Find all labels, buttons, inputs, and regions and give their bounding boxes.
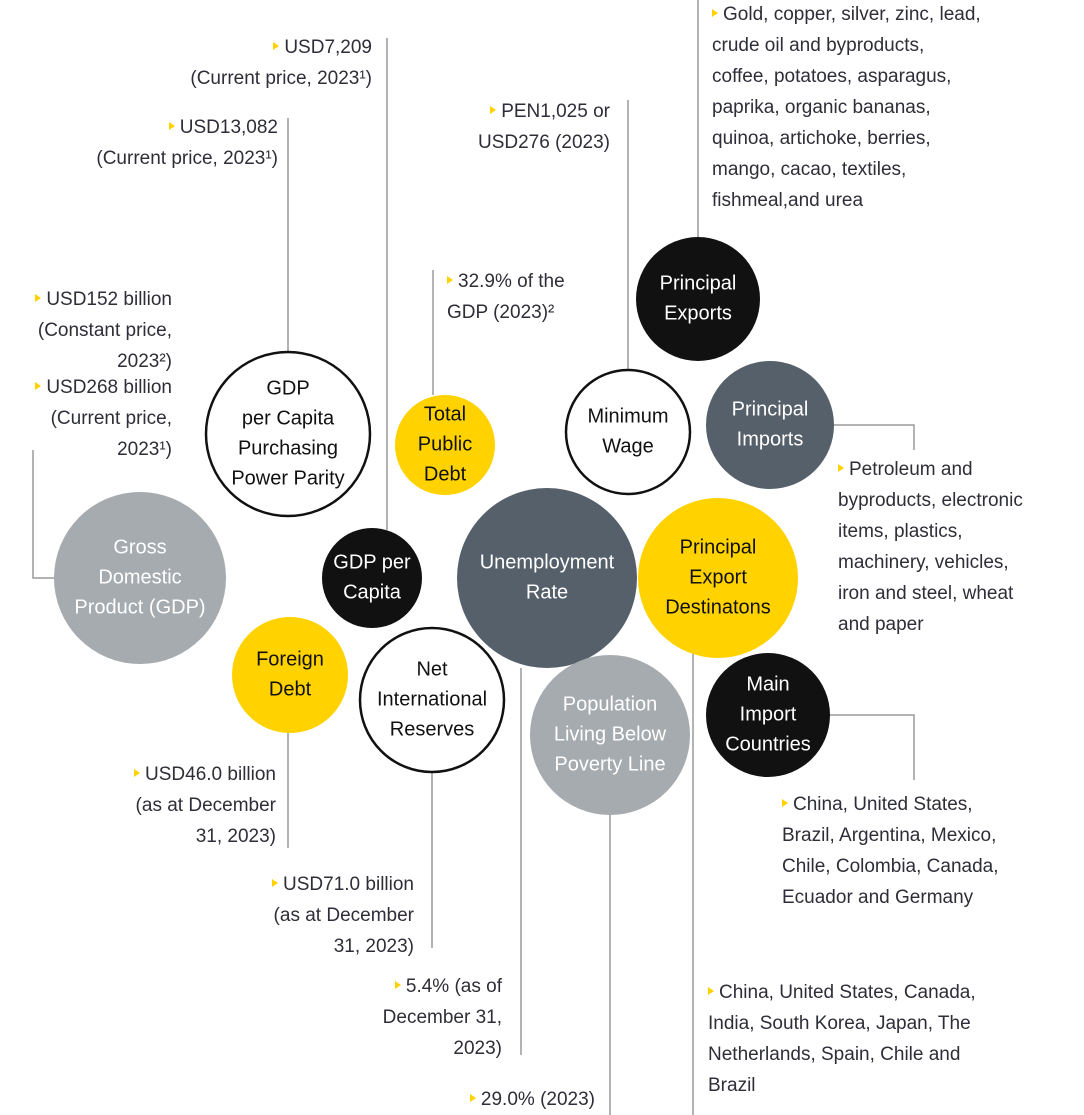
- node-label: Main: [746, 673, 789, 695]
- node-label: Countries: [725, 733, 811, 755]
- note-line: 2023): [453, 1038, 502, 1059]
- node-label: Principal: [732, 398, 809, 420]
- note-line: 2023²): [117, 351, 172, 372]
- note-line: paprika, organic bananas,: [712, 97, 931, 118]
- node-label: Destinatons: [665, 596, 771, 618]
- node-label: Total: [424, 403, 466, 425]
- note-line: 29.0% (2023): [470, 1085, 595, 1115]
- node-circle: [358, 626, 506, 774]
- note-line: Gold, copper, silver, zinc, lead,: [712, 0, 981, 30]
- node-label: Principal: [680, 536, 757, 558]
- note-line: China, United States,: [782, 790, 973, 820]
- note-line: 2023¹): [117, 439, 172, 460]
- note-line: USD71.0 billion: [272, 870, 414, 900]
- node-label: Product (GDP): [74, 596, 205, 618]
- note-line: December 31,: [382, 1007, 502, 1028]
- node-label: Living Below: [554, 723, 667, 745]
- node-label: Gross: [113, 536, 166, 558]
- note-line: USD152 billion: [35, 285, 172, 315]
- node-label: Purchasing: [238, 437, 338, 459]
- node-circle: [322, 528, 422, 628]
- node-label: Imports: [737, 428, 804, 450]
- note-line: 5.4% (as of: [395, 972, 502, 1002]
- note-line: Brazil, Argentina, Mexico,: [782, 825, 997, 846]
- node-circle: [564, 368, 692, 496]
- connector-line: [834, 424, 915, 450]
- note-line: USD13,082: [169, 113, 278, 143]
- note-line: Brazil: [708, 1075, 756, 1096]
- node-label: Net: [416, 658, 448, 680]
- node-label: Poverty Line: [554, 753, 665, 775]
- node-label: Rate: [526, 581, 568, 603]
- note-line: (Current price, 2023¹): [190, 68, 372, 89]
- node-label: Capita: [343, 581, 402, 603]
- note-line: USD7,209: [273, 33, 372, 63]
- node-label: GDP: [266, 377, 309, 399]
- note-line: items, plastics,: [838, 521, 963, 542]
- note-line: and paper: [838, 614, 924, 635]
- note-line: USD268 billion: [35, 373, 172, 403]
- node-label: Population: [563, 693, 658, 715]
- node-circle: [636, 237, 760, 361]
- node-label: Public: [418, 433, 472, 455]
- note-line: coffee, potatoes, asparagus,: [712, 66, 952, 87]
- note-line: (as at December: [135, 795, 276, 816]
- node-circle: [232, 617, 348, 733]
- note-line: iron and steel, wheat: [838, 583, 1014, 604]
- node-label: Power Parity: [231, 467, 344, 489]
- connector-line: [32, 450, 55, 579]
- node-label: Principal: [660, 272, 737, 294]
- note-line: machinery, vehicles,: [838, 552, 1009, 573]
- note-line: PEN1,025 or: [490, 97, 610, 127]
- node-label: Export: [689, 566, 747, 588]
- note-line: Ecuador and Germany: [782, 887, 974, 908]
- note-line: 31, 2023): [195, 826, 276, 847]
- node-circle: [638, 498, 798, 658]
- node-label: Import: [740, 703, 797, 725]
- note-line: Petroleum and: [838, 455, 973, 485]
- node-circle: [706, 653, 830, 777]
- note-line: GDP (2023)²: [447, 302, 555, 323]
- node-circle: [706, 361, 834, 489]
- note-line: (Current price, 2023¹): [96, 148, 278, 169]
- node-label: per Capita: [242, 407, 335, 429]
- note-line: India, South Korea, Japan, The: [708, 1013, 971, 1034]
- note-line: (as at December: [273, 905, 414, 926]
- note-line: 31, 2023): [333, 936, 414, 957]
- node-label: Debt: [269, 678, 312, 700]
- note-line: crude oil and byproducts,: [712, 35, 925, 56]
- node-label: Exports: [664, 302, 732, 324]
- node-label: Minimum: [587, 405, 668, 427]
- node-circle: [395, 395, 495, 495]
- note-line: mango, cacao, textiles,: [712, 159, 907, 180]
- note-line: Netherlands, Spain, Chile and: [708, 1044, 961, 1065]
- node-label: Unemployment: [480, 551, 615, 573]
- note-line: fishmeal,and urea: [712, 190, 864, 211]
- node-label: Domestic: [98, 566, 181, 588]
- node-label: Foreign: [256, 648, 324, 670]
- node-circle: [204, 350, 372, 518]
- note-line: Chile, Colombia, Canada,: [782, 856, 999, 877]
- node-label: International: [377, 688, 487, 710]
- note-line: USD276 (2023): [477, 132, 610, 153]
- node-label: Reserves: [390, 718, 474, 740]
- node-label: Wage: [602, 435, 654, 457]
- node-label: GDP per: [333, 551, 411, 573]
- note-line: (Current price,: [50, 408, 172, 429]
- node-circle: [530, 655, 690, 815]
- note-line: quinoa, artichoke, berries,: [712, 128, 931, 149]
- note-line: 32.9% of the: [447, 267, 565, 297]
- node-circle: [457, 488, 637, 668]
- connector-line: [830, 714, 915, 780]
- note-line: (Constant price,: [37, 320, 172, 341]
- note-line: China, United States, Canada,: [708, 978, 976, 1008]
- note-line: USD46.0 billion: [134, 760, 276, 790]
- node-circle: [54, 492, 226, 664]
- note-line: byproducts, electronic: [838, 490, 1023, 511]
- node-label: Debt: [424, 463, 467, 485]
